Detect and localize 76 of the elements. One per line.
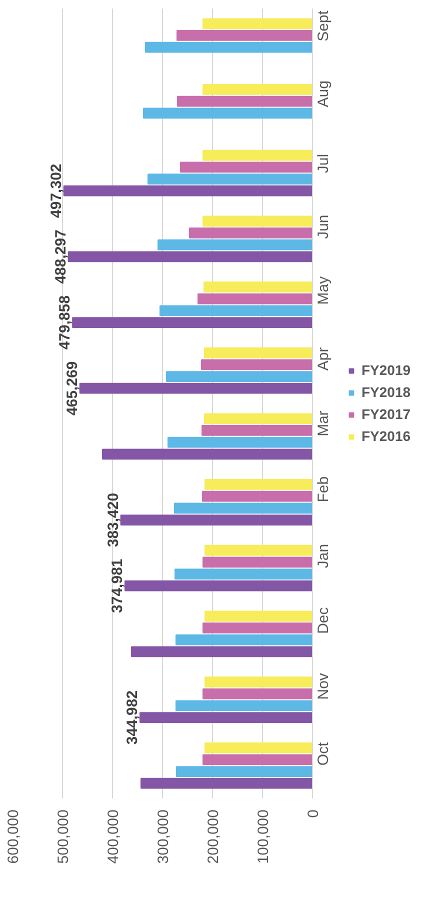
bar (180, 162, 312, 173)
y-tick-label: Feb (315, 476, 332, 502)
bar (160, 305, 312, 316)
bar (202, 622, 312, 634)
legend-label: FY2018 (361, 384, 411, 400)
bar (63, 185, 312, 196)
bar (204, 544, 312, 556)
bar (72, 317, 312, 328)
bar (176, 30, 312, 41)
y-tick-label: Mar (315, 410, 332, 436)
bar (204, 413, 312, 424)
bar (202, 688, 312, 700)
bar (204, 479, 312, 490)
bar (204, 282, 312, 292)
bar (202, 84, 312, 95)
y-tick-label: Nov (315, 672, 332, 700)
y-tick-label: Sept (315, 10, 332, 42)
x-tick-label: 500,000 (55, 809, 72, 864)
y-tick-label: Apr (315, 347, 332, 371)
bar (158, 239, 312, 250)
bar (166, 371, 312, 382)
data-label: 488,297 (52, 230, 70, 284)
bar (140, 712, 312, 723)
bar (176, 766, 312, 777)
bar (68, 251, 312, 262)
y-tick-label: May (315, 276, 332, 305)
bar (202, 18, 312, 30)
bar (204, 742, 312, 754)
bar (204, 610, 312, 622)
data-label: 374,981 (109, 558, 126, 613)
bar (120, 514, 312, 526)
data-label: 479,858 (56, 295, 74, 350)
x-tick-label: 200,000 (205, 809, 222, 864)
x-tick-label: 300,000 (155, 809, 172, 864)
bar (204, 347, 312, 358)
legend-label: FY2019 (361, 362, 411, 378)
x-tick-label: 100,000 (255, 809, 272, 864)
y-tick-label: Jun (315, 214, 332, 239)
data-label: 497,302 (48, 164, 65, 218)
bar (176, 634, 312, 646)
bar (148, 174, 312, 184)
bar (79, 382, 312, 394)
bar (202, 425, 312, 436)
x-tick-label: 600,000 (5, 809, 22, 864)
y-tick-label: Oct (315, 741, 332, 766)
bar (202, 754, 312, 766)
bar (140, 778, 312, 789)
bar (168, 436, 312, 448)
bar (189, 228, 312, 238)
bar (145, 42, 312, 53)
legend-label: FY2016 (361, 428, 411, 444)
bar (124, 580, 312, 592)
bar (202, 556, 312, 568)
bar (174, 568, 312, 580)
bar (102, 448, 312, 460)
data-label: 465,269 (64, 361, 81, 416)
y-tick-label: Jan (315, 544, 332, 568)
bar (143, 108, 312, 119)
x-tick-label: 0 (305, 810, 322, 818)
y-tick-label: Dec (315, 606, 332, 634)
bar (176, 700, 312, 712)
bar (198, 293, 312, 304)
bar (202, 216, 312, 227)
bar (177, 96, 312, 107)
bar (201, 359, 312, 370)
bar (131, 646, 312, 658)
data-label: 383,420 (104, 492, 122, 548)
y-tick-label: Jul (315, 154, 332, 174)
bar (202, 490, 312, 502)
bar (202, 150, 312, 161)
legend-label: FY2017 (361, 406, 411, 422)
bar (204, 676, 312, 688)
bar (174, 502, 312, 514)
x-tick-label: 400,000 (105, 809, 122, 864)
y-tick-label: Aug (315, 80, 332, 108)
data-label: 344,982 (124, 690, 142, 745)
